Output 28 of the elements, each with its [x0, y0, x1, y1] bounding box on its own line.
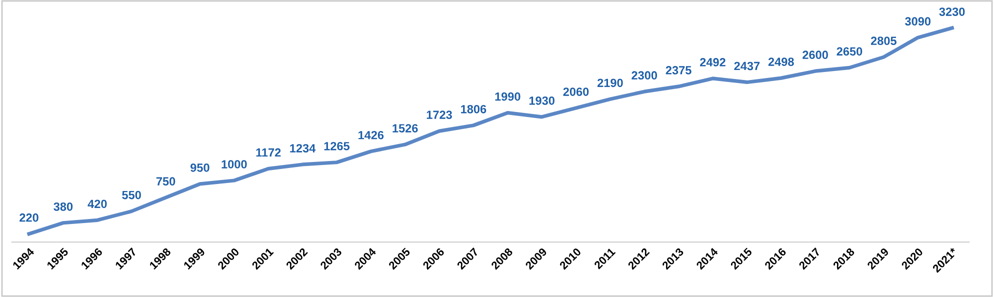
- data-label: 2190: [597, 78, 623, 88]
- data-label: 950: [190, 163, 210, 172]
- data-label: 2437: [734, 62, 760, 70]
- data-label: 2498: [768, 58, 794, 66]
- data-label: 2060: [563, 88, 589, 96]
- data-label: 1806: [461, 104, 486, 114]
- data-label: 1526: [392, 124, 418, 132]
- data-label: 3230: [939, 8, 965, 16]
- data-label: 2492: [700, 58, 726, 66]
- data-label: 1172: [256, 148, 281, 157]
- data-label: 750: [156, 177, 176, 186]
- data-label: 1990: [495, 92, 520, 101]
- data-label: 2805: [870, 36, 896, 46]
- data-label: 2300: [632, 71, 658, 80]
- data-label: 550: [122, 190, 141, 200]
- data-label: 1426: [358, 130, 384, 140]
- data-label: 1000: [222, 160, 247, 168]
- data-label: 2375: [666, 66, 692, 74]
- data-label: 1930: [529, 96, 554, 105]
- data-label: 1234: [290, 144, 316, 152]
- data-label: 380: [54, 202, 73, 211]
- data-label: 1265: [324, 142, 350, 150]
- data-label: 220: [20, 213, 38, 222]
- data-label: 3090: [905, 17, 931, 26]
- data-label: 2650: [836, 47, 862, 56]
- data-label: 1723: [426, 110, 452, 120]
- data-label: 420: [88, 200, 107, 208]
- data-label: 2600: [802, 50, 828, 60]
